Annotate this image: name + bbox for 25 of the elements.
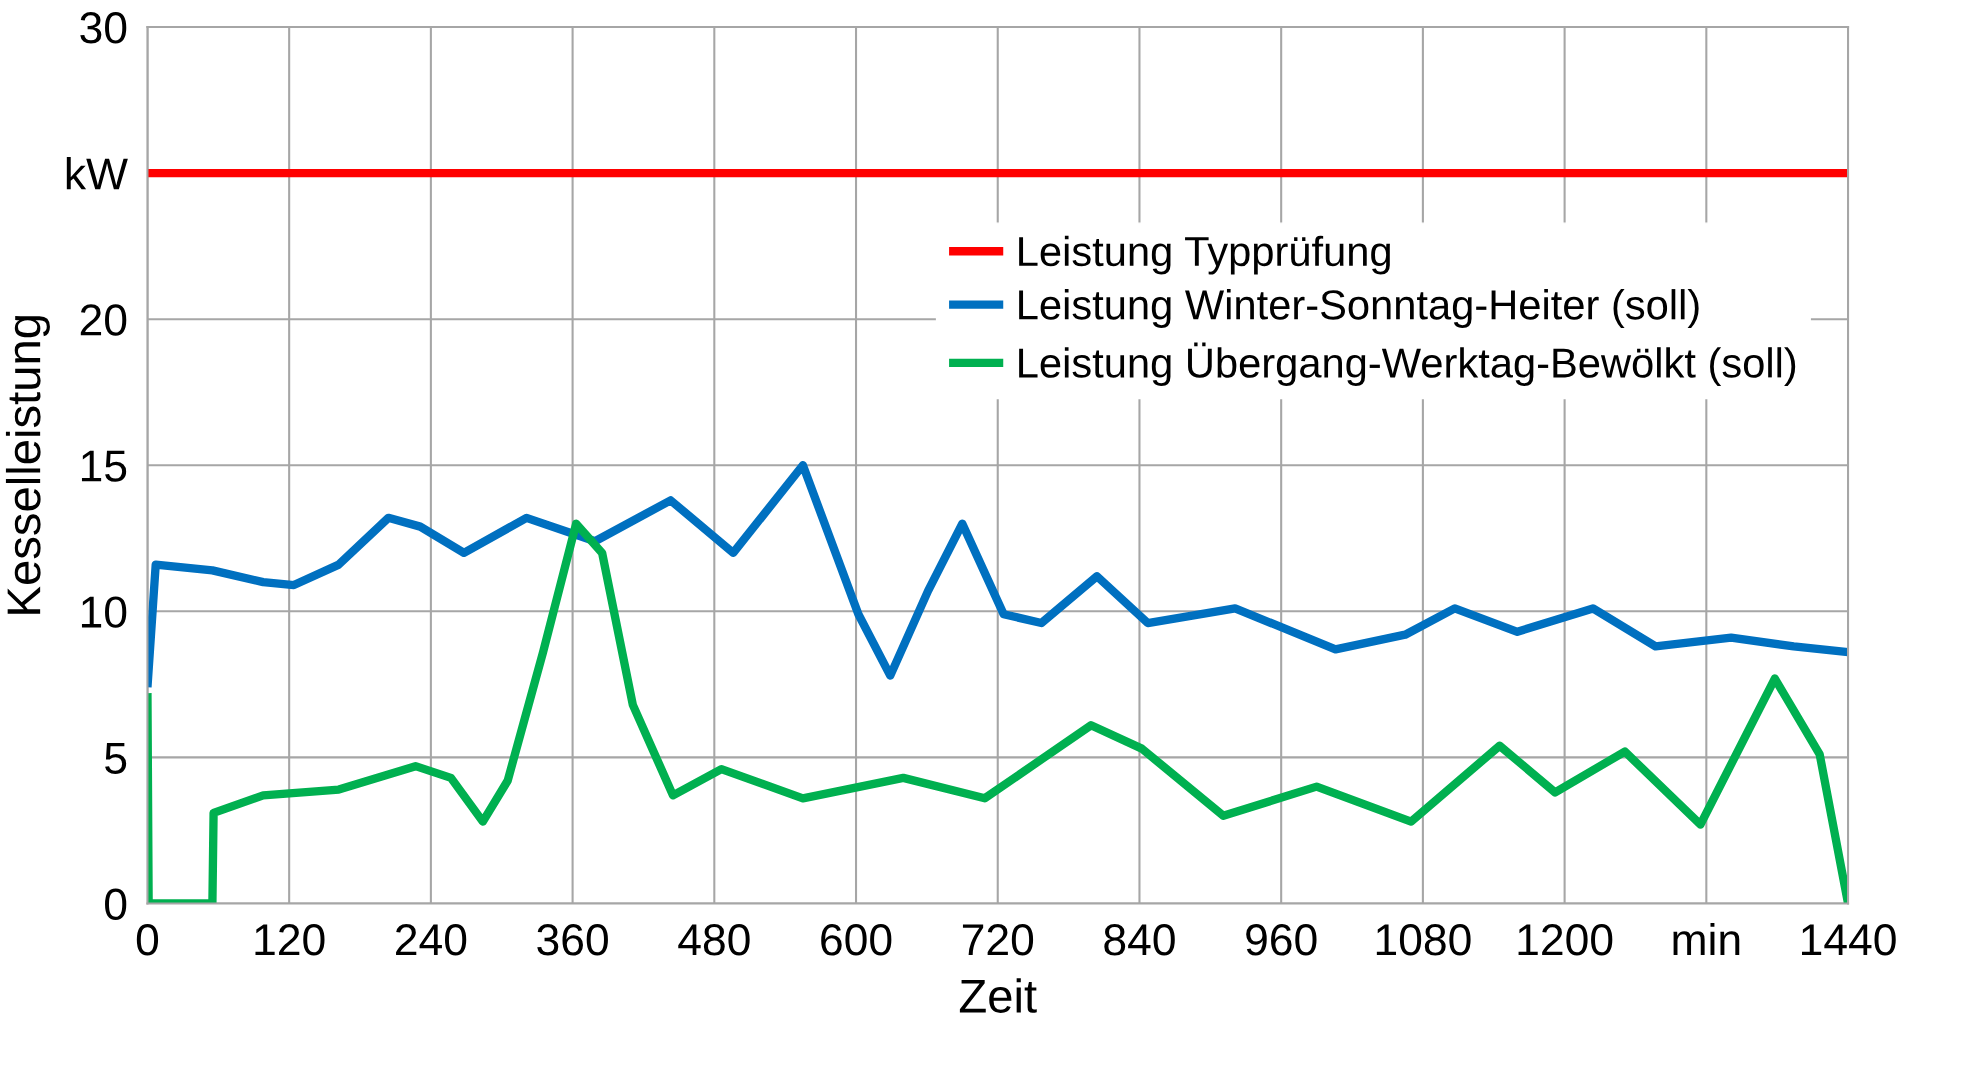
y-tick-label: 15 [81, 450, 127, 482]
y-tick-label: 20 [80, 304, 127, 336]
x-tick-label: 1200 [1518, 924, 1613, 956]
y-axis-title: Kesselleistung [5, 316, 50, 614]
x-tick-label: 1080 [1376, 924, 1471, 956]
x-tick-label: 360 [537, 924, 608, 956]
x-axis-title: Zeit [959, 978, 1037, 1013]
x-tick-label: min [1673, 922, 1740, 956]
x-tick-label: 1440 [1802, 924, 1896, 956]
y-tick-label: 0 [105, 888, 127, 921]
legend-label: Leistung Übergang-Werktag-Bewölkt (soll) [1019, 342, 1796, 387]
y-tick-label: 5 [105, 742, 127, 774]
y-tick-label: 30 [80, 12, 127, 44]
x-tick-label: 480 [678, 924, 750, 956]
x-tick-label: 240 [396, 924, 467, 956]
x-tick-label: 720 [962, 924, 1034, 956]
y-tick-label: kW [66, 157, 128, 190]
y-tick-label: 10 [81, 596, 127, 628]
x-tick-label: 840 [1104, 924, 1175, 956]
legend-label: Leistung Typprüfung [1019, 235, 1390, 275]
x-tick-label: 0 [136, 924, 159, 956]
x-tick-label: 960 [1246, 924, 1317, 956]
x-tick-label: 600 [821, 924, 892, 956]
legend-label: Leistung Winter-Sonntag-Heiter (soll) [1019, 289, 1699, 328]
x-tick-label: 120 [255, 924, 325, 956]
